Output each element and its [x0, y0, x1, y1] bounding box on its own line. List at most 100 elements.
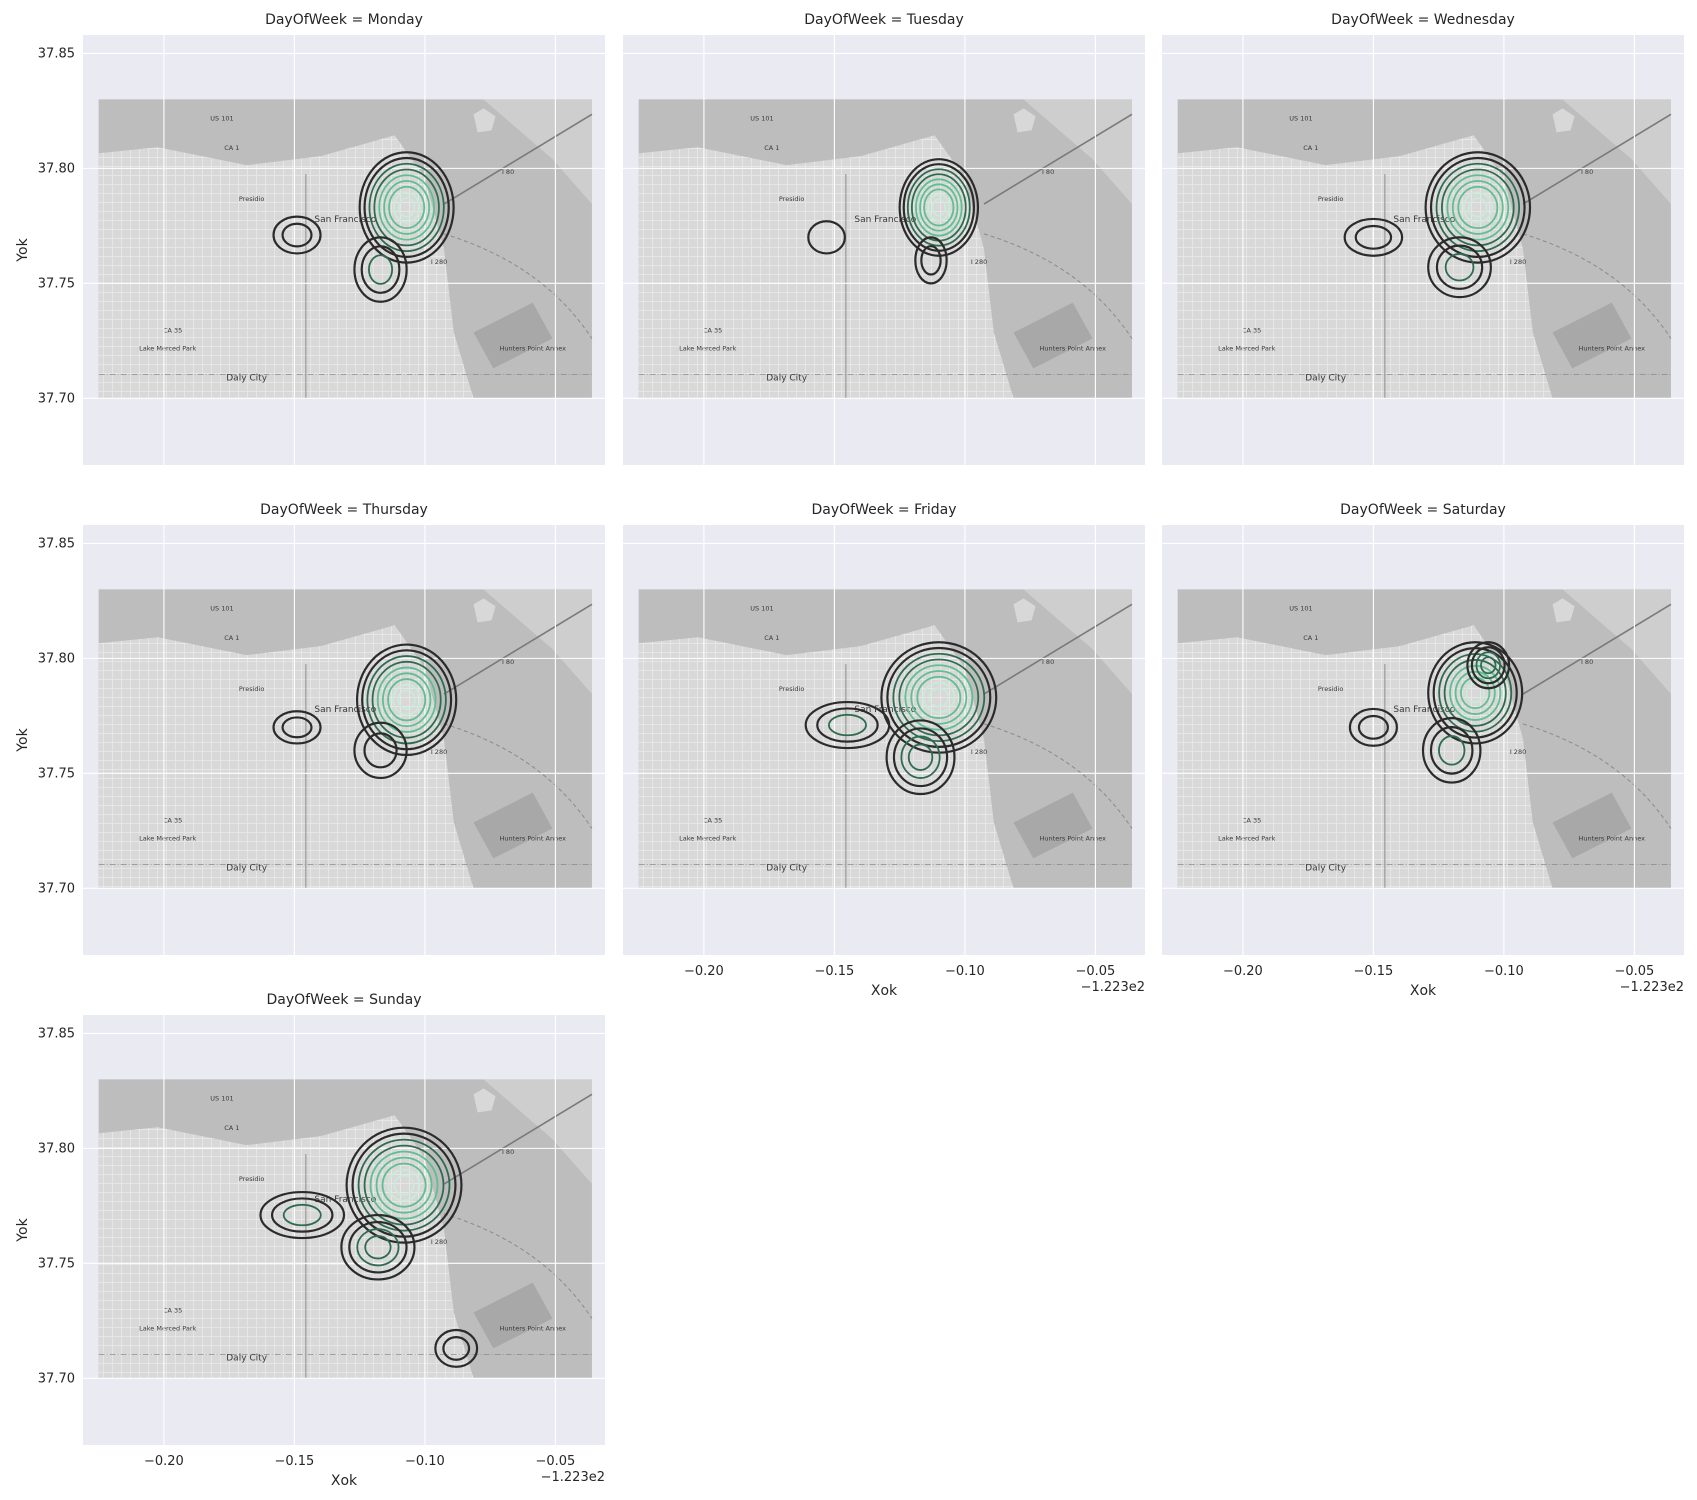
contour-level: [1462, 191, 1493, 224]
map-label: I 280: [431, 258, 447, 266]
map-label: Presidio: [239, 1175, 264, 1183]
contour-level: [1475, 651, 1501, 680]
contour-level: [907, 743, 934, 771]
y-tick-label: 37.80: [38, 651, 75, 666]
contour-level: [922, 681, 956, 714]
basemap-image: San Francisco Daly City Presidio US 101 CA 1…: [98, 589, 593, 889]
map-label: CA 35: [163, 817, 182, 825]
density-contours: [272, 151, 455, 303]
contour-level: [375, 1156, 433, 1214]
y-tick-label: 37.75: [38, 766, 75, 781]
map-label: US 101: [210, 604, 233, 612]
contour-level: [281, 716, 313, 739]
map-hunters-point: [1013, 302, 1093, 369]
contour-level: [892, 652, 986, 743]
map-label: I 280: [971, 258, 987, 266]
contour-level: [270, 1197, 334, 1233]
y-tick-label: 37.85: [38, 1026, 75, 1041]
map-label: Presidio: [239, 195, 264, 203]
contour-level: [259, 1190, 346, 1240]
map-label: San Francisco: [854, 705, 916, 715]
facet-panel: San Francisco Daly City Presidio US 101 CA 1…: [1162, 12, 1684, 465]
y-tick-label: 37.75: [38, 1256, 75, 1271]
basemap-image: San Francisco Daly City Presidio US 101 CA 1…: [638, 589, 1133, 889]
x-tick-label: −0.05: [1075, 964, 1115, 979]
map-east-bay: [1023, 99, 1132, 205]
contour-level: [1424, 151, 1532, 264]
contour-level: [1438, 735, 1466, 766]
contour-level: [392, 683, 421, 716]
map-bay-bridge: [983, 113, 1133, 205]
map-label: I 80: [1581, 658, 1593, 666]
contour-level: [368, 162, 445, 253]
map-label: Hunters Point Annex: [1579, 344, 1646, 352]
map-streets: [638, 625, 1014, 889]
map-label: Daly City: [226, 1353, 267, 1363]
map-island: [473, 598, 496, 623]
map-label: US 101: [1289, 114, 1312, 122]
facet-title: DayOfWeek = Monday: [265, 12, 423, 28]
contour-level: [900, 735, 941, 779]
x-offset-label: −1.223e2: [1620, 980, 1684, 995]
contour-level: [282, 1203, 322, 1227]
facet-title: DayOfWeek = Tuesday: [804, 12, 964, 28]
contour-level: [373, 168, 440, 247]
contour-level: [387, 678, 427, 722]
contour-level: [353, 721, 408, 780]
map-label: Lake Merced Park: [1218, 834, 1275, 842]
map-label: CA 1: [764, 144, 779, 152]
map-label: Lake Merced Park: [679, 344, 736, 352]
contour-level: [920, 245, 942, 276]
x-tick-label: −0.05: [1614, 964, 1654, 979]
map-label: San Francisco: [1393, 705, 1455, 715]
x-tick-label: −0.05: [535, 1454, 575, 1469]
map-label: Presidio: [1318, 195, 1343, 203]
map-ferry-route: [443, 723, 593, 829]
contour-level: [1449, 664, 1502, 721]
contour-level: [904, 664, 974, 731]
map-hunters-point: [473, 302, 553, 369]
x-axis-label: Xok: [331, 1473, 358, 1489]
density-contours: [807, 158, 980, 285]
facet-panel: San Francisco Daly City Presidio US 101 CA 1…: [15, 502, 605, 955]
contour-level: [1429, 156, 1526, 258]
map-east-bay: [483, 1079, 592, 1185]
facet-title: DayOfWeek = Thursday: [260, 502, 428, 518]
contour-level: [387, 1168, 421, 1202]
map-hunters-point: [473, 1282, 553, 1349]
density-contours: [1348, 641, 1524, 784]
y-tick-label: 37.70: [38, 1371, 75, 1386]
x-tick-label: −0.10: [945, 964, 985, 979]
map-ferry-route: [983, 723, 1133, 829]
map-label: Daly City: [1305, 373, 1346, 383]
contour-level: [434, 1328, 479, 1368]
map-ferry-route: [1522, 233, 1672, 339]
contour-level: [906, 168, 971, 247]
map-label: I 280: [431, 748, 447, 756]
facet-title: DayOfWeek = Saturday: [1340, 502, 1506, 518]
map-label: US 101: [750, 114, 773, 122]
x-axis-label: Xok: [1410, 983, 1437, 999]
facet-panel: San Francisco Daly City Presidio US 101 CA 1…: [1162, 502, 1684, 999]
contour-level: [807, 220, 846, 255]
contour-level: [1421, 717, 1482, 784]
x-offset-label: −1.223e2: [541, 1470, 605, 1485]
map-label: Lake Merced Park: [139, 1324, 196, 1332]
x-tick-label: −0.15: [1353, 964, 1393, 979]
map-island: [473, 108, 496, 133]
facet-panel: San Francisco Daly City Presidio US 101 CA 1…: [623, 12, 1145, 465]
map-label: Lake Merced Park: [139, 834, 196, 842]
facet-panel: San Francisco Daly City Presidio US 101 CA 1…: [15, 992, 605, 1489]
y-tick-label: 37.80: [38, 161, 75, 176]
map-east-bay: [1562, 589, 1671, 695]
x-tick-label: −0.10: [405, 1454, 445, 1469]
map-label: CA 35: [1242, 327, 1261, 335]
map-label: I 80: [502, 168, 514, 176]
contour-level: [931, 198, 947, 217]
contour-level: [369, 1150, 439, 1220]
contour-level: [357, 1138, 451, 1232]
map-ferry-route: [443, 233, 593, 339]
contour-level: [1427, 236, 1492, 299]
map-island: [1552, 108, 1575, 133]
map-island: [473, 1088, 496, 1113]
